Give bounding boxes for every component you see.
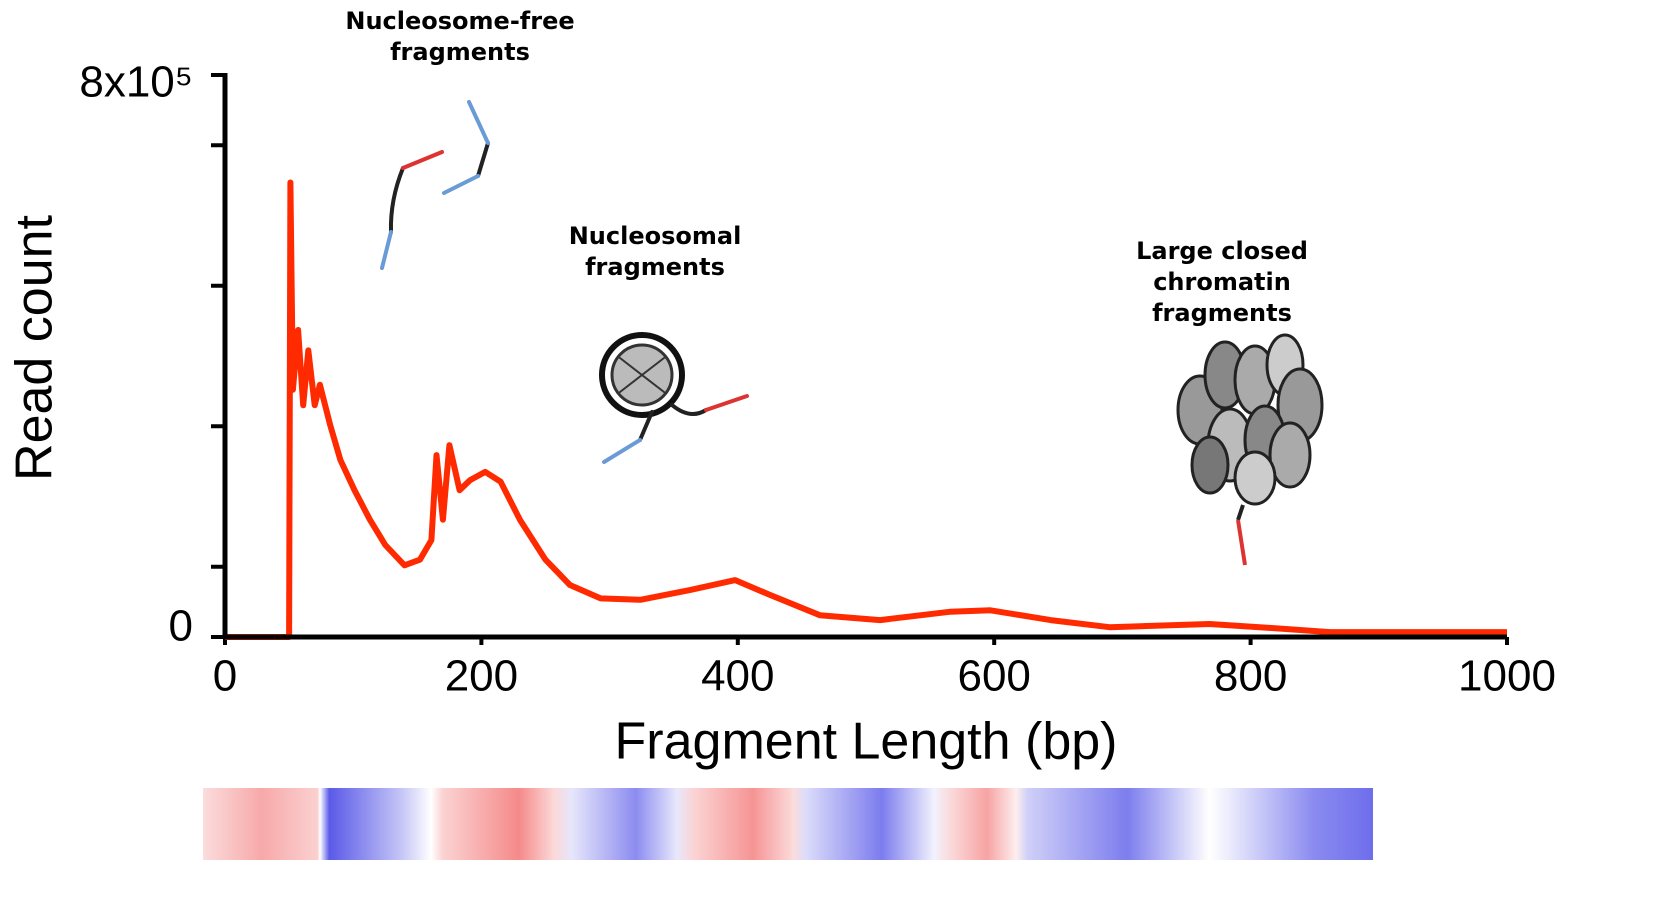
x-tick-label: 200 — [445, 652, 518, 701]
y-axis-label: Read count — [6, 214, 64, 481]
annotation: chromatin — [1153, 268, 1291, 296]
y-tick-label: 0 — [169, 602, 193, 651]
x-tick-label: 1000 — [1458, 652, 1556, 701]
nucleosomal-illustration — [599, 332, 749, 464]
annotation: Large closed — [1136, 237, 1308, 265]
annotation: Nucleosome-free — [345, 7, 574, 35]
heatmap-strip — [203, 788, 1373, 860]
x-tick-label: 600 — [957, 652, 1030, 701]
closed-chromatin-illustration — [1176, 333, 1324, 566]
annotation: fragments — [585, 253, 725, 281]
x-tick-label: 400 — [701, 652, 774, 701]
nucleosome-free-illustration — [380, 100, 490, 270]
annotation: Nucleosomal — [569, 222, 742, 250]
annotation: fragments — [1152, 299, 1292, 327]
x-tick-label: 0 — [213, 652, 237, 701]
x-axis-label: Fragment Length (bp) — [615, 713, 1118, 771]
annotation: fragments — [390, 38, 530, 66]
x-tick-label: 800 — [1214, 652, 1287, 701]
data-line — [225, 179, 1507, 640]
y-tick-label: 8x10⁵ — [79, 58, 193, 107]
